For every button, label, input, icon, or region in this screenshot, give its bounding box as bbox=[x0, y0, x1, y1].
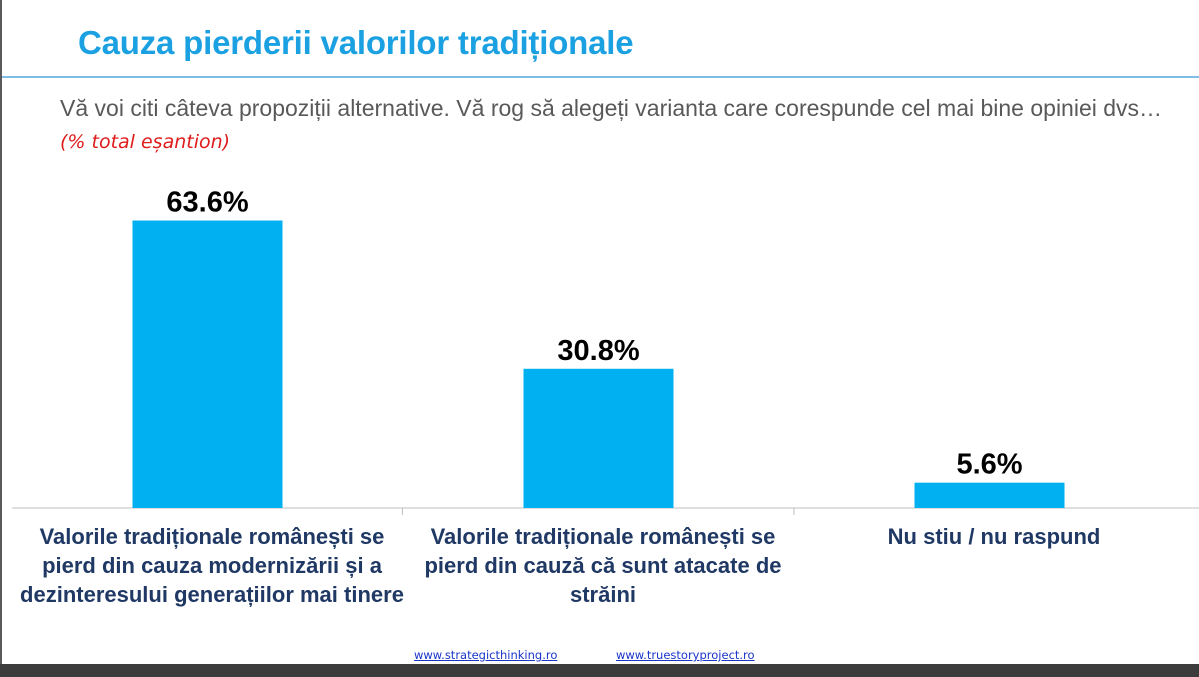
title-divider bbox=[2, 76, 1199, 78]
bar-value-label: 63.6% bbox=[166, 187, 248, 219]
bar bbox=[523, 368, 674, 508]
footer-link-strategicthinking[interactable]: www.strategicthinking.ro bbox=[414, 648, 558, 662]
bar-chart: 63.6% 30.8% 5.6% bbox=[12, 187, 1199, 515]
footer-link-truestoryproject[interactable]: www.truestoryproject.ro bbox=[616, 648, 755, 662]
category-label: Valorile tradiționale românești se pierd… bbox=[424, 524, 782, 607]
category-label: Nu stiu / nu raspund bbox=[887, 524, 1101, 549]
subtitle-note: (% total eșantion) bbox=[60, 131, 231, 153]
bar-value-label: 30.8% bbox=[557, 335, 639, 367]
bottom-band bbox=[0, 664, 1199, 677]
slide-subtitle: Vă voi citi câteva propoziții alternativ… bbox=[60, 92, 1170, 158]
subtitle-text: Vă voi citi câteva propoziții alternativ… bbox=[60, 95, 1163, 121]
slide-title: Cauza pierderii valorilor tradiționale bbox=[78, 24, 634, 61]
bar-value-label: 5.6% bbox=[956, 449, 1022, 481]
bar bbox=[132, 220, 283, 508]
bar bbox=[914, 482, 1065, 508]
category-label: Valorile tradiționale românești se pierd… bbox=[20, 524, 404, 607]
